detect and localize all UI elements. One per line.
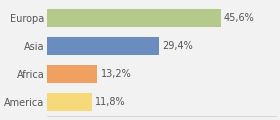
Text: 13,2%: 13,2% <box>101 69 131 79</box>
Bar <box>47 65 97 83</box>
Bar <box>47 37 159 55</box>
Text: 11,8%: 11,8% <box>95 97 126 107</box>
Bar <box>47 93 92 111</box>
Text: 29,4%: 29,4% <box>162 41 193 51</box>
Bar <box>47 9 221 27</box>
Text: 45,6%: 45,6% <box>224 13 255 23</box>
